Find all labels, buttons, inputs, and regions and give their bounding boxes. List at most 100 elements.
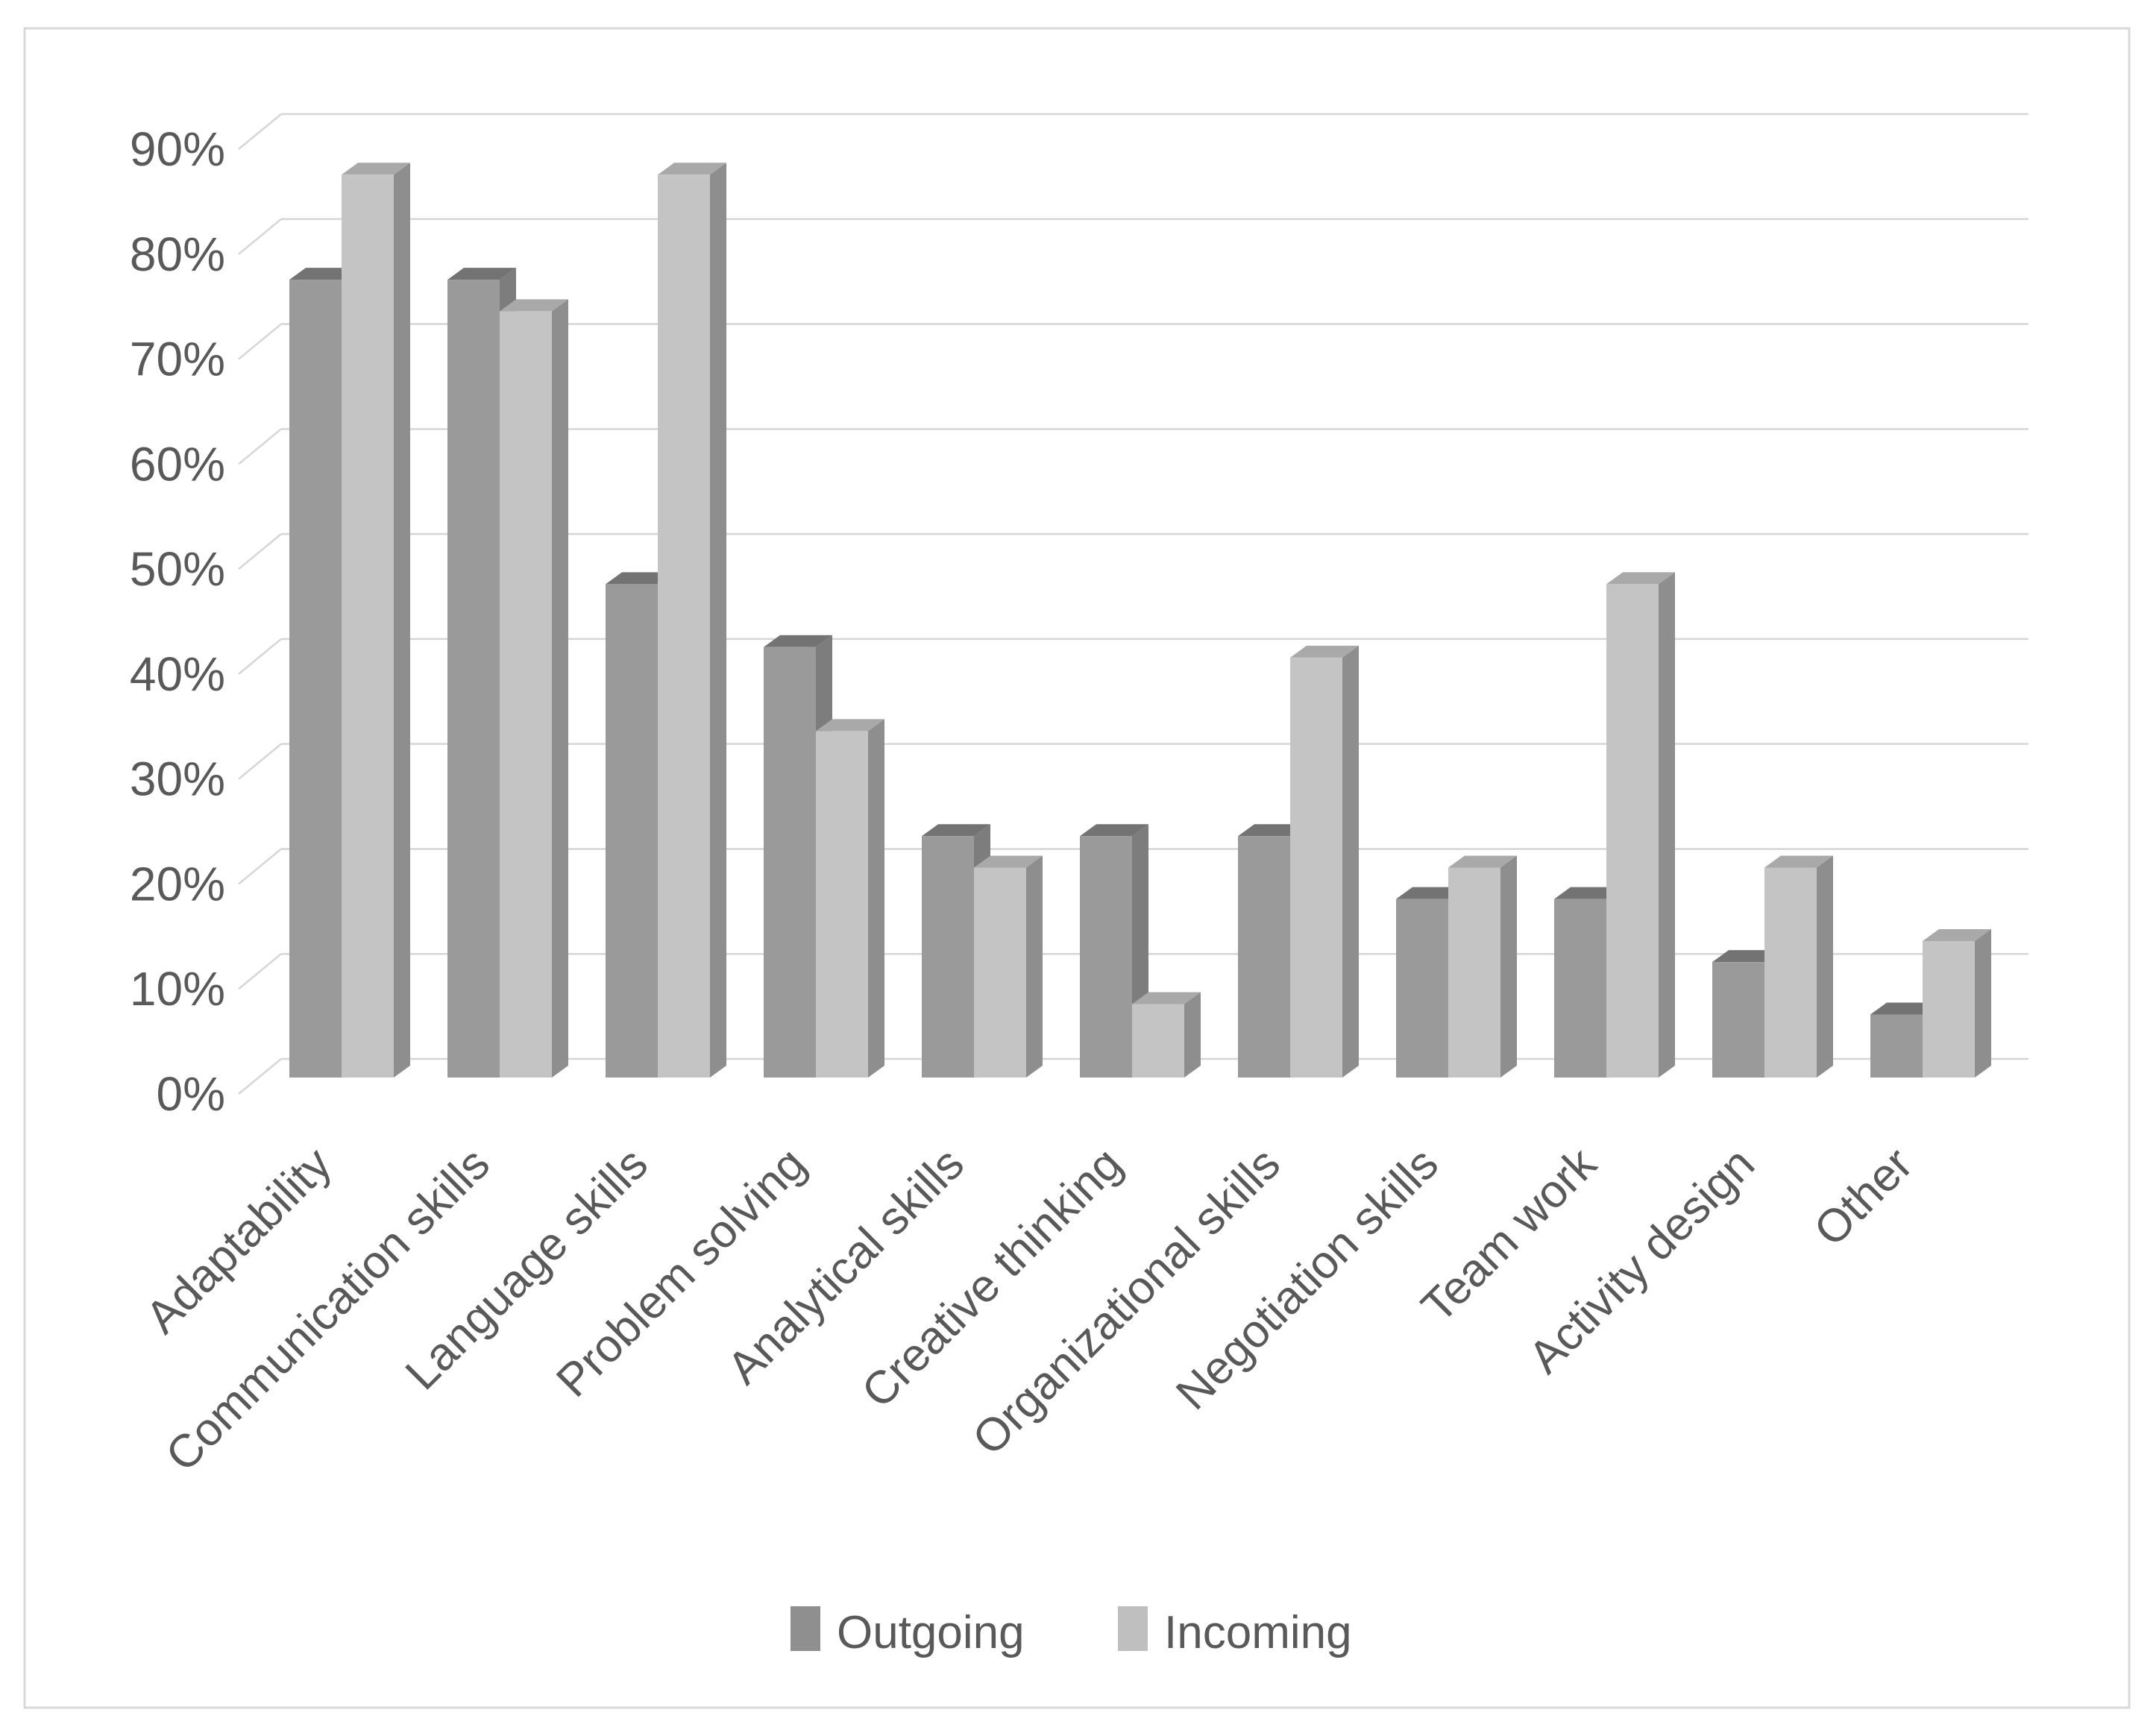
bar-face-front [1448, 867, 1500, 1078]
bar-face-front [447, 280, 500, 1078]
bar-incoming-language-skills [658, 163, 726, 1078]
axis-tick-50 [238, 533, 282, 570]
bar-face-front [922, 836, 974, 1078]
bar-face-front [1290, 657, 1342, 1078]
axis-tick-90 [238, 113, 282, 150]
bar-incoming-organizational-skills [1290, 645, 1359, 1078]
bar-face-top [1923, 928, 1991, 941]
bar-incoming-communication-skills [500, 299, 568, 1078]
bar-face-top [1764, 855, 1833, 868]
bar-face-side [552, 299, 568, 1078]
bar-incoming-creative-thinking [1132, 992, 1201, 1078]
category-label-organizational-skills: Organizational skills [963, 1138, 1290, 1465]
axis-tick-0 [238, 1058, 282, 1095]
bar-face-top [816, 719, 884, 732]
bar-face-front [1870, 1014, 1923, 1078]
bar-group-communication-skills [447, 268, 568, 1078]
axis-tick-30 [238, 743, 282, 780]
y-tick-label-70: 70% [130, 333, 225, 386]
category-label-negotiation-skills: Negotiation skills [1166, 1138, 1448, 1420]
bar-face-front [1712, 962, 1764, 1078]
bar-group-language-skills [606, 163, 726, 1078]
legend-item-outgoing: Outgoing [791, 1606, 1025, 1658]
axis-tick-70 [238, 323, 282, 360]
y-tick-label-80: 80% [130, 227, 225, 281]
category-label-other: Other [1804, 1138, 1922, 1256]
bar-face-top [1712, 950, 1781, 963]
bar-face-top [1396, 887, 1465, 899]
bar-face-front [1396, 899, 1448, 1078]
legend-swatch-incoming [1118, 1606, 1148, 1651]
bar-outgoing-creative-thinking [1080, 824, 1148, 1078]
bar-face-top [500, 299, 568, 312]
bar-face-side [1817, 855, 1833, 1078]
axis-tick-60 [238, 428, 282, 465]
bar-face-top [1132, 992, 1201, 1004]
legend-item-incoming: Incoming [1118, 1606, 1352, 1658]
bar-face-front [1923, 940, 1975, 1078]
axis-tick-40 [238, 638, 282, 675]
bar-group-negotiation-skills [1396, 855, 1517, 1078]
bar-group-other [1870, 928, 1991, 1078]
bar-group-problem-solving [764, 635, 884, 1078]
bar-face-front [816, 731, 868, 1078]
bar-face-front [764, 647, 816, 1078]
bar-face-front [1080, 836, 1132, 1078]
bar-face-side [1026, 855, 1043, 1078]
y-tick-label-10: 10% [130, 962, 225, 1016]
bar-face-front [1554, 899, 1606, 1078]
bar-group-analytical-skills [922, 824, 1043, 1078]
category-label-communication-skills: Communication skills [156, 1138, 500, 1482]
bar-group-creative-thinking [1080, 824, 1201, 1078]
bar-face-side [1975, 928, 1991, 1078]
bar-incoming-problem-solving [816, 719, 884, 1078]
bar-face-front [606, 584, 658, 1078]
y-tick-label-90: 90% [130, 122, 225, 176]
bar-incoming-activity-design [1764, 855, 1833, 1078]
bar-face-front [1132, 1004, 1184, 1078]
bar-group-organizational-skills [1238, 645, 1359, 1078]
bars [289, 163, 1991, 1078]
bar-face-top [1290, 645, 1359, 658]
bar-group-team-work [1554, 572, 1675, 1078]
legend-label-incoming: Incoming [1164, 1607, 1352, 1658]
bar-face-top [1870, 1002, 1939, 1015]
category-label-creative-thinking: Creative thinking [852, 1138, 1132, 1418]
bar-face-top [922, 824, 990, 837]
bar-face-side [1659, 572, 1675, 1078]
y-axis-ticks [238, 113, 282, 1095]
bar-face-side [710, 163, 726, 1078]
bar-face-top [342, 163, 410, 175]
axis-tick-80 [238, 218, 282, 255]
bar-face-front [1764, 867, 1817, 1078]
bar-face-top [974, 855, 1043, 868]
axis-tick-20 [238, 848, 282, 885]
legend: Outgoing Incoming [791, 1606, 1352, 1658]
y-tick-label-60: 60% [130, 437, 225, 491]
bar-face-top [447, 268, 516, 280]
bar-face-side [1184, 992, 1201, 1078]
bar-face-top [658, 163, 726, 175]
y-tick-label-20: 20% [130, 857, 225, 911]
y-tick-label-30: 30% [130, 752, 225, 806]
chart-area-border [23, 27, 2131, 1709]
bar-group-activity-design [1712, 855, 1833, 1078]
bar-face-side [1500, 855, 1517, 1078]
bar-face-front [658, 174, 710, 1078]
y-tick-label-50: 50% [130, 542, 225, 596]
bar-face-top [1554, 887, 1623, 899]
bar-incoming-adaptability [342, 163, 410, 1078]
bar-face-front [500, 311, 552, 1078]
bar-face-top [764, 635, 832, 647]
bar-face-front [342, 174, 394, 1078]
bar-face-top [1238, 824, 1307, 837]
bar-incoming-team-work [1606, 572, 1675, 1078]
bar-face-side [1342, 645, 1359, 1078]
legend-swatch-outgoing [791, 1606, 820, 1651]
y-axis-labels: 0% 10% 20% 30% 40% 50% 60% 70% 80% 90% [130, 122, 225, 1121]
bar-incoming-negotiation-skills [1448, 855, 1517, 1078]
bar-face-front [1238, 836, 1290, 1078]
